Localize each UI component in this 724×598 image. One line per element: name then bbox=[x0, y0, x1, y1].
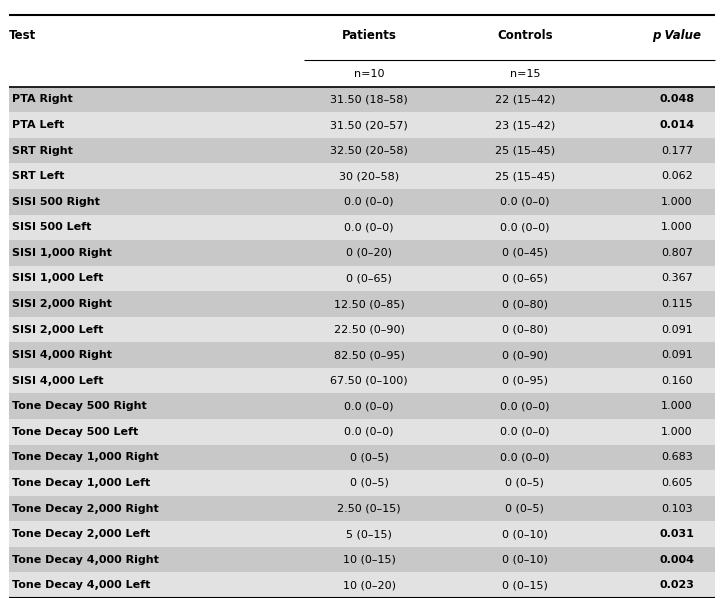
Text: 0 (0–80): 0 (0–80) bbox=[502, 299, 548, 309]
Text: 0.031: 0.031 bbox=[660, 529, 694, 539]
Text: 0 (0–15): 0 (0–15) bbox=[502, 580, 548, 590]
Text: 0.004: 0.004 bbox=[660, 555, 694, 565]
Text: 0 (0–65): 0 (0–65) bbox=[346, 273, 392, 283]
Text: 1.000: 1.000 bbox=[661, 401, 693, 411]
Text: 10 (0–15): 10 (0–15) bbox=[342, 555, 396, 565]
Text: Tone Decay 4,000 Right: Tone Decay 4,000 Right bbox=[12, 555, 159, 565]
Text: 0.014: 0.014 bbox=[660, 120, 694, 130]
Text: Tone Decay 1,000 Left: Tone Decay 1,000 Left bbox=[12, 478, 151, 488]
Text: 0.367: 0.367 bbox=[661, 273, 693, 283]
Text: SRT Right: SRT Right bbox=[12, 146, 73, 155]
Text: 0.048: 0.048 bbox=[660, 94, 694, 105]
Text: 12.50 (0–85): 12.50 (0–85) bbox=[334, 299, 405, 309]
Text: 25 (15–45): 25 (15–45) bbox=[494, 146, 555, 155]
Text: 0.023: 0.023 bbox=[660, 580, 694, 590]
Text: 0.0 (0–0): 0.0 (0–0) bbox=[345, 222, 394, 232]
Text: 67.50 (0–100): 67.50 (0–100) bbox=[330, 376, 408, 386]
Text: 0.091: 0.091 bbox=[661, 325, 693, 334]
Text: SISI 2,000 Right: SISI 2,000 Right bbox=[12, 299, 112, 309]
Text: 22.50 (0–90): 22.50 (0–90) bbox=[334, 325, 405, 334]
Text: 82.50 (0–95): 82.50 (0–95) bbox=[334, 350, 405, 360]
Text: 0.0 (0–0): 0.0 (0–0) bbox=[345, 427, 394, 437]
Text: 32.50 (20–58): 32.50 (20–58) bbox=[330, 146, 408, 155]
Text: Controls: Controls bbox=[497, 29, 552, 42]
Text: SISI 1,000 Left: SISI 1,000 Left bbox=[12, 273, 104, 283]
Text: 0.115: 0.115 bbox=[661, 299, 693, 309]
Text: SRT Left: SRT Left bbox=[12, 171, 64, 181]
Text: 0 (0–5): 0 (0–5) bbox=[505, 478, 544, 488]
Text: PTA Left: PTA Left bbox=[12, 120, 64, 130]
Text: 0.0 (0–0): 0.0 (0–0) bbox=[345, 197, 394, 207]
Text: 0 (0–65): 0 (0–65) bbox=[502, 273, 548, 283]
Text: SISI 4,000 Right: SISI 4,000 Right bbox=[12, 350, 112, 360]
Text: 2.50 (0–15): 2.50 (0–15) bbox=[337, 504, 401, 514]
Text: 0.103: 0.103 bbox=[661, 504, 693, 514]
Text: 23 (15–42): 23 (15–42) bbox=[494, 120, 555, 130]
Text: Tone Decay 1,000 Right: Tone Decay 1,000 Right bbox=[12, 453, 159, 462]
Text: 0 (0–20): 0 (0–20) bbox=[346, 248, 392, 258]
Text: 1.000: 1.000 bbox=[661, 222, 693, 232]
Text: 0.177: 0.177 bbox=[661, 146, 693, 155]
Text: 0.605: 0.605 bbox=[661, 478, 693, 488]
Text: 1.000: 1.000 bbox=[661, 197, 693, 207]
Text: 0.0 (0–0): 0.0 (0–0) bbox=[500, 401, 550, 411]
Text: SISI 1,000 Right: SISI 1,000 Right bbox=[12, 248, 112, 258]
Text: 0.0 (0–0): 0.0 (0–0) bbox=[500, 453, 550, 462]
Text: Tone Decay 500 Right: Tone Decay 500 Right bbox=[12, 401, 147, 411]
Text: n=10: n=10 bbox=[354, 69, 384, 78]
Text: 0.0 (0–0): 0.0 (0–0) bbox=[345, 401, 394, 411]
Text: 0.091: 0.091 bbox=[661, 350, 693, 360]
Text: 31.50 (20–57): 31.50 (20–57) bbox=[330, 120, 408, 130]
Text: 0.0 (0–0): 0.0 (0–0) bbox=[500, 197, 550, 207]
Text: 5 (0–15): 5 (0–15) bbox=[346, 529, 392, 539]
Text: n=15: n=15 bbox=[510, 69, 540, 78]
Text: SISI 500 Right: SISI 500 Right bbox=[12, 197, 100, 207]
Text: Patients: Patients bbox=[342, 29, 397, 42]
Text: 0 (0–10): 0 (0–10) bbox=[502, 529, 548, 539]
Text: Tone Decay 4,000 Left: Tone Decay 4,000 Left bbox=[12, 580, 151, 590]
Text: SISI 4,000 Left: SISI 4,000 Left bbox=[12, 376, 104, 386]
Text: 0.683: 0.683 bbox=[661, 453, 693, 462]
Text: 1.000: 1.000 bbox=[661, 427, 693, 437]
Text: 22 (15–42): 22 (15–42) bbox=[494, 94, 555, 105]
Text: 0 (0–5): 0 (0–5) bbox=[350, 453, 389, 462]
Text: 0.0 (0–0): 0.0 (0–0) bbox=[500, 427, 550, 437]
Text: 0.0 (0–0): 0.0 (0–0) bbox=[500, 222, 550, 232]
Text: 0 (0–90): 0 (0–90) bbox=[502, 350, 548, 360]
Text: 0 (0–80): 0 (0–80) bbox=[502, 325, 548, 334]
Text: p Value: p Value bbox=[652, 29, 702, 42]
Text: Tone Decay 500 Left: Tone Decay 500 Left bbox=[12, 427, 138, 437]
Text: 0.807: 0.807 bbox=[661, 248, 693, 258]
Text: Tone Decay 2,000 Right: Tone Decay 2,000 Right bbox=[12, 504, 159, 514]
Text: 0 (0–5): 0 (0–5) bbox=[350, 478, 389, 488]
Text: 0.160: 0.160 bbox=[661, 376, 693, 386]
Text: SISI 2,000 Left: SISI 2,000 Left bbox=[12, 325, 104, 334]
Text: 10 (0–20): 10 (0–20) bbox=[342, 580, 396, 590]
Text: 25 (15–45): 25 (15–45) bbox=[494, 171, 555, 181]
Text: 0.062: 0.062 bbox=[661, 171, 693, 181]
Text: Test: Test bbox=[9, 29, 36, 42]
Text: PTA Right: PTA Right bbox=[12, 94, 73, 105]
Text: SISI 500 Left: SISI 500 Left bbox=[12, 222, 92, 232]
Text: Tone Decay 2,000 Left: Tone Decay 2,000 Left bbox=[12, 529, 151, 539]
Text: 0 (0–5): 0 (0–5) bbox=[505, 504, 544, 514]
Text: 0 (0–10): 0 (0–10) bbox=[502, 555, 548, 565]
Text: 30 (20–58): 30 (20–58) bbox=[339, 171, 400, 181]
Text: 31.50 (18–58): 31.50 (18–58) bbox=[330, 94, 408, 105]
Text: 0 (0–45): 0 (0–45) bbox=[502, 248, 548, 258]
Text: 0 (0–95): 0 (0–95) bbox=[502, 376, 548, 386]
